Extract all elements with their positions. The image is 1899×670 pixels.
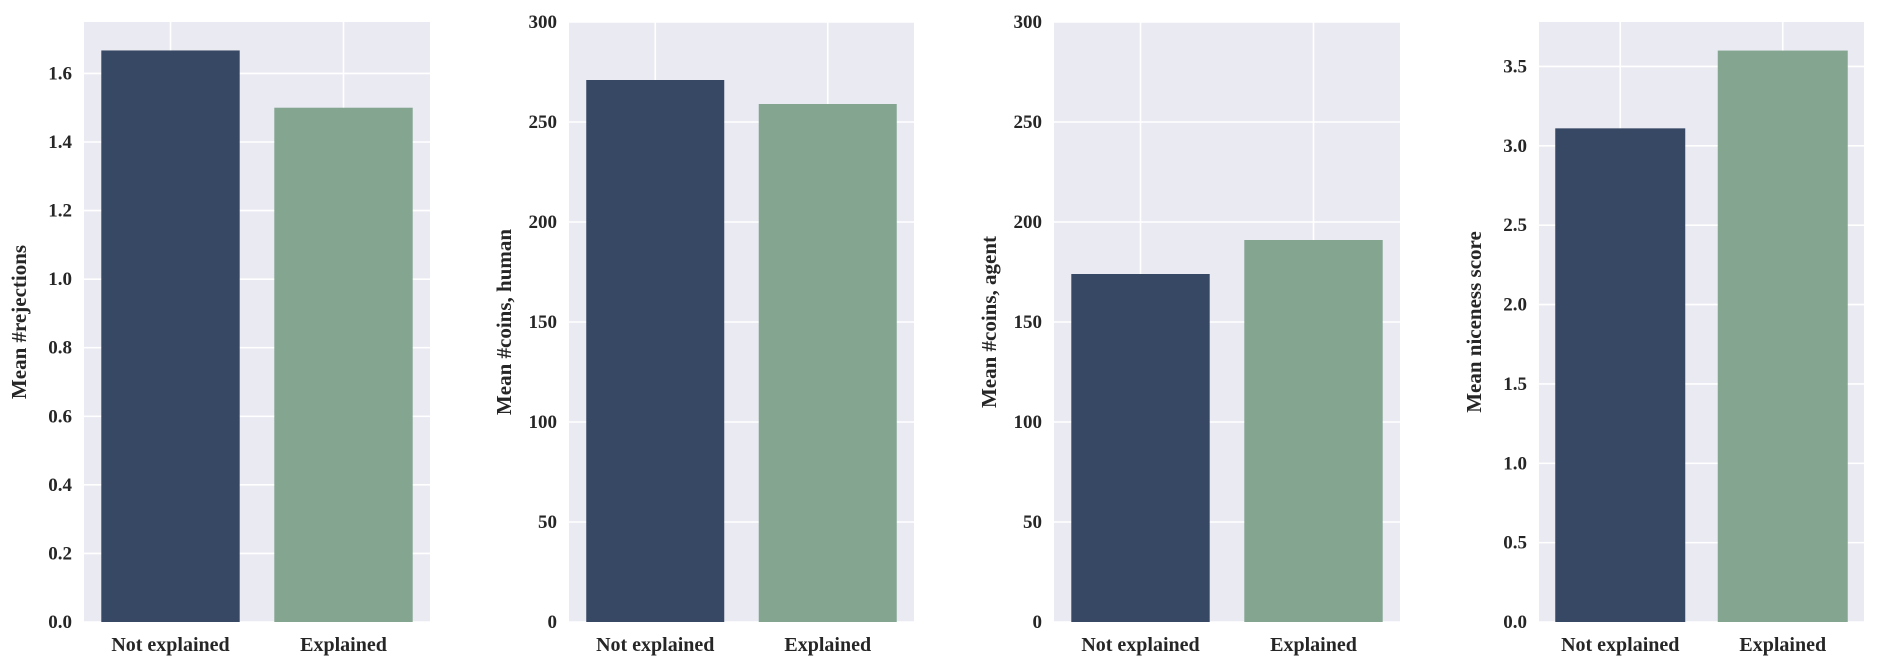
chart-panel-2: 0 50 100 150 200 250 300 Not explained Explained… [492, 12, 914, 656]
y-tick-label: 0.4 [48, 475, 72, 496]
y-tick-label: 100 [1014, 412, 1043, 433]
chart-panel-1: 0.0 0.2 0.4 0.6 0.8 1.0 1.2 1.4 1.6 Not explained… [7, 22, 430, 656]
y-axis-label: Mean #coins, human [492, 229, 516, 415]
y-tick-label: 50 [538, 512, 557, 533]
bar-explained [1244, 240, 1383, 622]
y-tick-label: 1.4 [48, 132, 72, 153]
y-tick-label: 300 [1014, 12, 1043, 33]
y-tick-label: 2.0 [1503, 295, 1527, 316]
bar-explained [274, 107, 413, 622]
y-tick-label: 200 [529, 212, 558, 233]
x-tick-label: Explained [300, 634, 387, 656]
y-axis-label: Mean #rejections [7, 245, 31, 399]
y-tick-label: 100 [529, 412, 558, 433]
y-tick-label: 1.2 [48, 201, 72, 222]
y-tick-label: 1.0 [48, 269, 72, 290]
y-tick-label: 2.5 [1503, 215, 1527, 236]
bar-not-explained [101, 50, 240, 622]
chart-panel-3: 0 50 100 150 200 250 300 Not explained Explained… [977, 12, 1400, 656]
y-tick-label: 50 [1023, 512, 1042, 533]
y-tick-label: 1.5 [1503, 374, 1527, 395]
y-tick-label: 150 [529, 312, 558, 333]
y-tick-label: 3.5 [1503, 56, 1527, 77]
y-tick-label: 0.0 [48, 612, 72, 633]
bar-explained [758, 104, 897, 622]
y-tick-label: 250 [529, 112, 558, 133]
y-tick-label: 0.6 [48, 406, 72, 427]
y-tick-label: 0.5 [1503, 533, 1527, 554]
y-tick-label: 200 [1014, 212, 1043, 233]
y-tick-label: 1.0 [1503, 453, 1527, 474]
y-tick-label: 0 [548, 612, 558, 633]
y-tick-label: 300 [529, 12, 558, 33]
y-tick-label: 1.6 [48, 63, 72, 84]
y-tick-label: 250 [1014, 112, 1043, 133]
bar-not-explained [586, 80, 725, 622]
y-tick-label: 0.8 [48, 338, 72, 359]
x-tick-label: Not explained [1561, 634, 1679, 656]
y-axis-label: Mean niceness score [1462, 231, 1486, 413]
x-tick-label: Explained [1270, 634, 1357, 656]
y-tick-label: 0 [1033, 612, 1043, 633]
chart-panel-4: 0.0 0.5 1.0 1.5 2.0 2.5 3.0 3.5 Not explained Exp… [1462, 22, 1864, 656]
y-tick-label: 150 [1014, 312, 1043, 333]
x-tick-label: Explained [784, 634, 871, 656]
bar-explained [1717, 50, 1848, 623]
x-tick-label: Not explained [596, 634, 714, 656]
bar-not-explained [1555, 128, 1686, 622]
bar-not-explained [1071, 274, 1210, 622]
y-tick-label: 0.2 [48, 543, 72, 564]
x-tick-label: Not explained [1081, 634, 1199, 656]
y-tick-label: 0.0 [1503, 612, 1527, 633]
y-tick-label: 3.0 [1503, 136, 1527, 157]
x-tick-label: Not explained [111, 634, 229, 656]
y-axis-label: Mean #coins, agent [977, 236, 1001, 408]
x-tick-label: Explained [1739, 634, 1826, 656]
